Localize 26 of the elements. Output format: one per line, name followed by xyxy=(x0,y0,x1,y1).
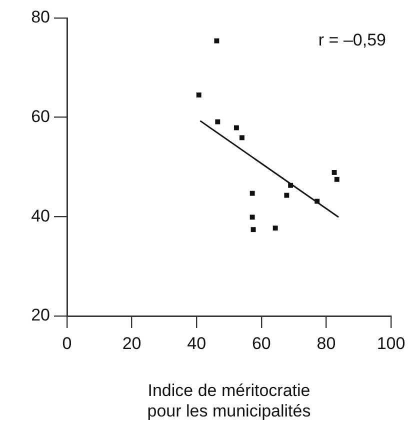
point xyxy=(332,170,337,175)
annotation: r = –0,59 xyxy=(318,30,386,50)
x-tick-label: 20 xyxy=(122,334,142,353)
point xyxy=(314,198,320,204)
point xyxy=(215,119,220,124)
x-tick-label: 0 xyxy=(62,334,72,353)
y-tick-label: 40 xyxy=(31,206,50,226)
point xyxy=(196,92,202,98)
point xyxy=(288,182,294,188)
x-tick-label: 60 xyxy=(252,334,271,353)
point xyxy=(250,227,256,232)
point xyxy=(239,135,244,140)
x-tick-label: 40 xyxy=(187,334,206,353)
point xyxy=(250,214,255,220)
x-axis-title: Indice de méritocratie pour les municipalités xyxy=(147,381,311,420)
y-tick-label: 80 xyxy=(31,8,50,27)
x-tick-label: 80 xyxy=(316,334,336,353)
point xyxy=(334,176,340,182)
point xyxy=(214,38,220,44)
x-tick-label: 100 xyxy=(376,334,406,353)
point xyxy=(272,226,278,231)
y-tick-label: 20 xyxy=(31,306,50,325)
y-tick-label: 60 xyxy=(31,107,50,126)
point xyxy=(234,125,239,130)
point xyxy=(284,192,290,198)
point xyxy=(250,190,255,196)
